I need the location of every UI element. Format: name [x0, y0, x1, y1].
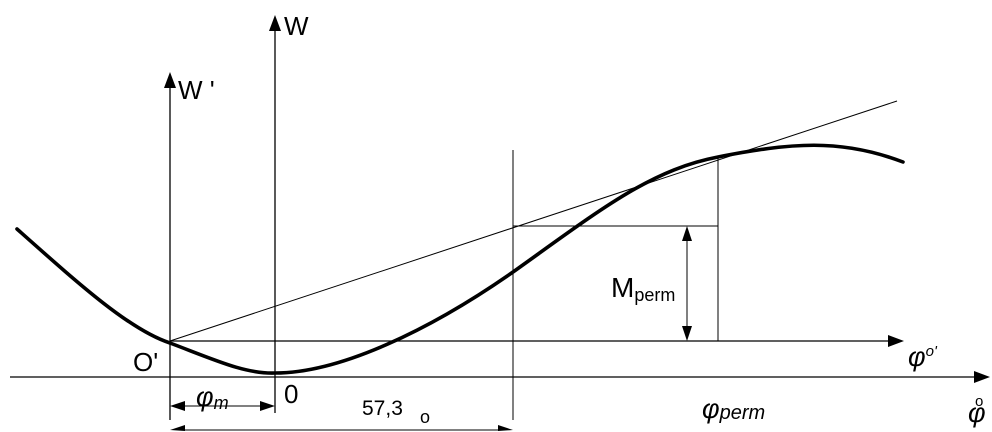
phi-m-label: φm [196, 382, 229, 413]
curve [15, 143, 905, 375]
phi-m-arrowhead-left [170, 401, 185, 411]
m-perm-arrowhead-top [682, 226, 692, 241]
w-axis-arrowhead [269, 15, 281, 31]
w-axis-label: W [284, 11, 309, 41]
w-prime-axis-arrowhead [164, 72, 176, 88]
m-perm-arrowhead-bottom [682, 326, 692, 341]
m-perm-label: Mperm [611, 272, 675, 305]
w-prime-axis-label: W ' [178, 75, 215, 105]
angle-arrowhead-right [498, 425, 513, 431]
tangent-line [169, 100, 898, 342]
origin-label: 0 [284, 379, 298, 409]
angle-arrowhead-left [170, 425, 185, 431]
phi-o-prime-axis-label: φo' [908, 342, 938, 372]
angle-degree-mark: o [420, 407, 430, 427]
origin-prime-label: O' [133, 347, 158, 377]
phi-o-axis-arrowhead [974, 371, 990, 383]
angle-value-label: 57,3 [362, 397, 403, 420]
phi-o-axis-superscript: o [975, 393, 983, 410]
phi-m-arrowhead-right [260, 401, 275, 411]
phi-perm-label: φperm [702, 394, 765, 424]
phi-o-prime-axis-arrowhead [888, 335, 904, 347]
phi-o-axis-label: φ [968, 398, 986, 428]
